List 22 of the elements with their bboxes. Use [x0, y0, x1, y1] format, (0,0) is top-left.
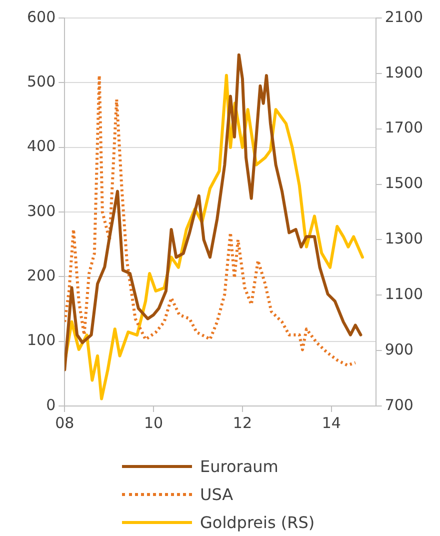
- y2-tick-label: 700: [384, 396, 414, 414]
- x-tick-label: 08: [55, 414, 74, 432]
- y2-tick-label: 1100: [384, 285, 424, 304]
- y-tick-label: 600: [26, 8, 56, 26]
- y-tick-label: 200: [26, 266, 56, 285]
- y2-tick-label: 1700: [384, 118, 424, 137]
- y2-tick-label: 1300: [384, 230, 424, 248]
- y-tick-label: 100: [26, 331, 56, 350]
- y2-tick-label: 1900: [384, 63, 424, 82]
- y-tick-label: 0: [46, 396, 56, 414]
- y-tick-label: 500: [26, 72, 56, 91]
- x-tick-label: 12: [232, 414, 252, 432]
- legend-label: Euroraum: [200, 456, 278, 476]
- y-tick-label: 300: [26, 202, 56, 220]
- y2-tick-label: 2100: [384, 8, 424, 26]
- x-tick-label: 14: [322, 414, 341, 432]
- y-tick-label: 400: [26, 137, 56, 156]
- y2-tick-label: 900: [384, 340, 414, 358]
- x-tick-label: 10: [144, 414, 164, 432]
- legend-label: Goldpreis (RS): [200, 512, 315, 532]
- y2-tick-label: 1500: [384, 174, 424, 192]
- legend-label: USA: [200, 484, 234, 504]
